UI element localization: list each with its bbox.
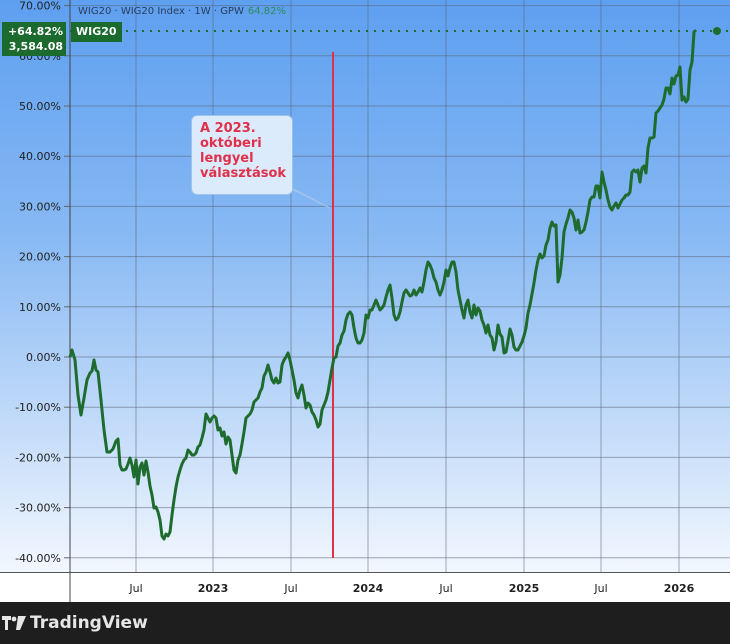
gridlines [64, 0, 730, 572]
footer-bar: TradingView [0, 602, 730, 644]
plot-area[interactable] [0, 0, 730, 572]
tradingview-icon [2, 616, 26, 630]
time-axis[interactable] [0, 572, 730, 603]
callout-line-2: októberi [200, 136, 262, 151]
legend-title: WIG20 · WIG20 Index · 1W · GPW [78, 6, 244, 17]
svg-text:40.00%: 40.00% [19, 150, 61, 163]
svg-text:-40.00%: -40.00% [15, 552, 61, 565]
callout-line-3: lengyel [200, 151, 254, 166]
price-scale-badge: +64.82% 3,584.08 [2, 22, 66, 56]
svg-text:-30.00%: -30.00% [15, 502, 61, 515]
svg-text:0.00%: 0.00% [26, 351, 61, 364]
price-axis-labels: 70.00%60.00%50.00%40.00%30.00%20.00%10.0… [15, 0, 61, 565]
brand-name: TradingView [30, 613, 148, 633]
svg-text:20.00%: 20.00% [19, 251, 61, 264]
svg-text:-10.00%: -10.00% [15, 401, 61, 414]
svg-text:30.00%: 30.00% [19, 200, 61, 213]
callout-line-1: A 2023. [200, 121, 256, 136]
svg-text:70.00%: 70.00% [19, 0, 61, 13]
svg-text:Jul: Jul [438, 582, 452, 595]
tradingview-logo[interactable]: TradingView [2, 613, 148, 633]
chart-container[interactable]: 70.00% 60.00% 50.00% 40.00% 30.00% 20.00% 10.0… [0, 0, 730, 603]
wig20-series-line[interactable] [68, 28, 698, 541]
svg-text:-20.00%: -20.00% [15, 451, 61, 464]
time-axis-labels: Jul 2023 Jul 2024 Jul 2025 Jul 2026 [128, 582, 694, 595]
last-price: 3,584.08 [8, 40, 63, 53]
svg-text:2023: 2023 [198, 582, 229, 595]
svg-text:Jul: Jul [593, 582, 607, 595]
chart-svg: 70.00%60.00%50.00%40.00%30.00%20.00%10.0… [15, 0, 730, 602]
percent-change: +64.82% [7, 25, 63, 38]
callout-line-4: választások [200, 166, 287, 181]
svg-text:10.00%: 10.00% [19, 301, 61, 314]
svg-text:Jul: Jul [128, 582, 142, 595]
svg-text:Jul: Jul [283, 582, 297, 595]
svg-text:50.00%: 50.00% [19, 100, 61, 113]
svg-text:2024: 2024 [353, 582, 384, 595]
legend-change: 64.82% [247, 6, 286, 17]
svg-text:2026: 2026 [664, 582, 695, 595]
last-point-marker [713, 27, 721, 35]
chart-legend[interactable]: WIG20 · WIG20 Index · 1W · GPW 64.82% [78, 6, 286, 17]
svg-text:2025: 2025 [509, 582, 540, 595]
election-callout[interactable]: A 2023. októberi lengyel választások [191, 115, 293, 195]
symbol-label: WIG20 [71, 22, 122, 42]
